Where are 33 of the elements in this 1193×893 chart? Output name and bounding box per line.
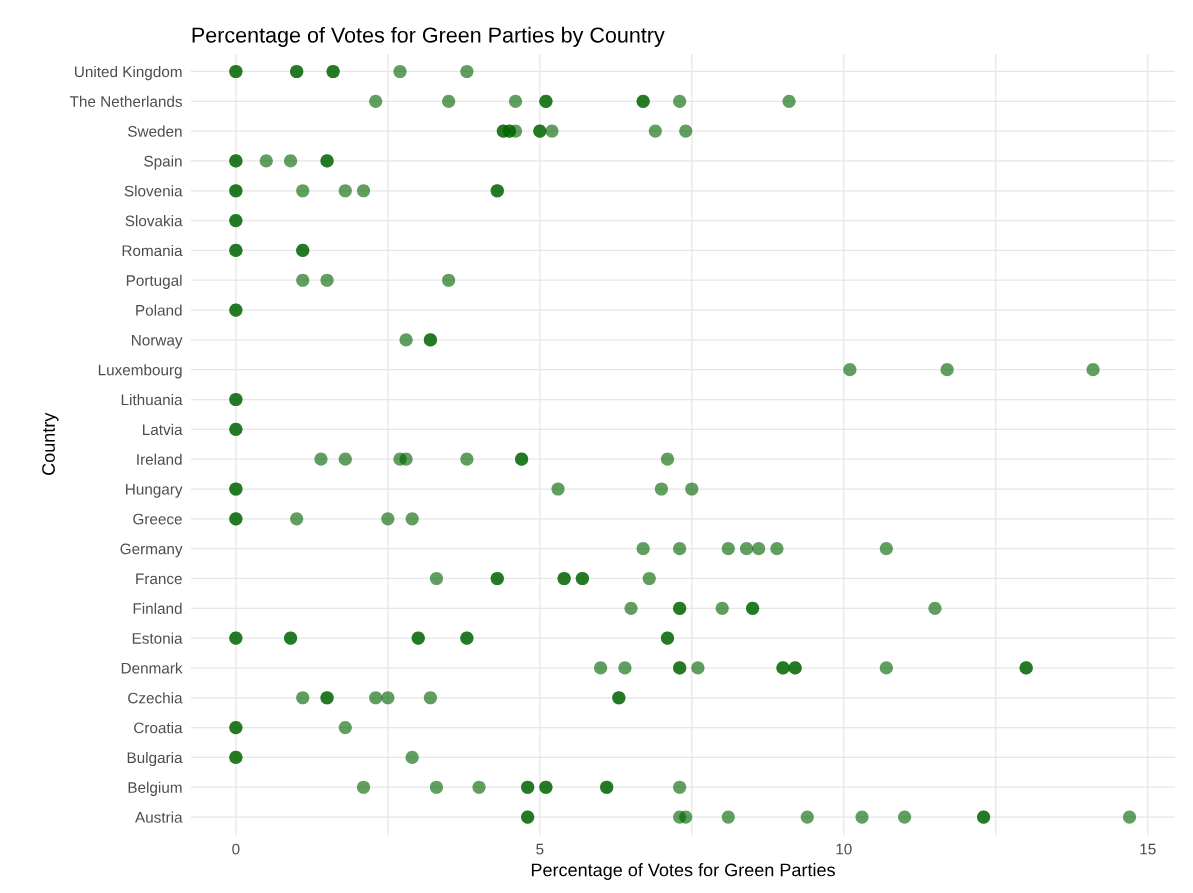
y-tick-label: Bulgaria — [127, 751, 183, 767]
y-tick-label: Ireland — [137, 453, 182, 465]
y-tick-label: Belgium — [128, 781, 182, 796]
y-tick-label: Lithuania — [121, 394, 183, 406]
y-tick-label: Finland — [133, 602, 182, 614]
y-tick-label: United Kingdom — [75, 65, 182, 81]
y-tick-label: Croatia — [134, 722, 183, 734]
y-tick-label: Latvia — [143, 423, 183, 436]
y-tick-label: Germany — [120, 543, 183, 558]
y-tick-label: Sweden — [128, 125, 182, 137]
x-tick-label: 5 — [536, 843, 544, 855]
y-tick-label: Norway — [132, 334, 183, 349]
y-tick-label: The Netherlands — [69, 95, 182, 107]
x-tick-label: 15 — [1140, 843, 1156, 855]
chart-title: Percentage of Votes for Green Parties by Country — [192, 26, 665, 47]
y-tick-label: Greece — [133, 513, 182, 525]
y-tick-label: Poland — [136, 304, 182, 316]
y-tick-label: Denmark — [121, 662, 183, 674]
y-tick-label: Romania — [122, 244, 183, 257]
x-tick-label: 10 — [836, 843, 852, 855]
y-tick-label: Slovenia — [124, 185, 183, 197]
y-tick-label: Austria — [135, 811, 183, 823]
y-tick-label: Slovakia — [125, 215, 183, 227]
y-tick-label: Estonia — [132, 632, 183, 644]
x-tick-label: 0 — [232, 843, 240, 855]
y-tick-label: Portugal — [126, 274, 182, 289]
y-tick-label: Hungary — [126, 484, 183, 498]
y-tick-label: Czechia — [128, 692, 183, 704]
y-tick-label: Spain — [144, 155, 182, 170]
y-tick-label: Luxembourg — [98, 364, 182, 379]
y-tick-label: France — [136, 573, 182, 585]
y-axis-title: Country — [42, 412, 59, 475]
x-axis-title: Percentage of Votes for Green Parties — [531, 863, 835, 880]
